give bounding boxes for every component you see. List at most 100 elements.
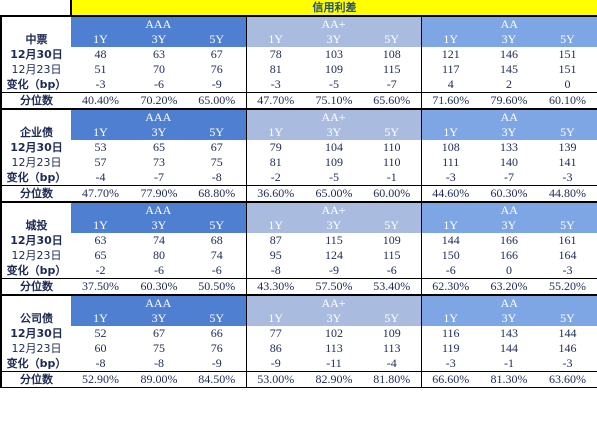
value-cell: 110 [382,155,401,169]
value-cell: -6 [420,263,480,279]
data-row-percentile: 分位数 37.50% 60.30% 50.50% 43.30% 57.50% 53.40% 6… [0,278,597,296]
section-label-spacer [0,201,71,218]
value-cell: 65 [94,248,107,262]
tenor-header: 3Y [130,125,188,140]
value-cell: 36.60% [245,185,305,203]
section-header-row: AAA AA+ AA [0,15,597,32]
tenor-header: 5Y [363,32,421,47]
data-row-percentile: 分位数 52.90% 89.00% 84.50% 53.00% 82.90% 81.80% 6… [0,371,597,388]
value-cell: 145 [500,62,518,76]
tenor-header: 1Y [245,125,305,140]
value-cell: 63.20% [480,278,538,296]
value-cell: 109 [325,62,343,76]
tenor-header: 1Y [420,311,480,326]
value-cell: 84.50% [188,371,246,388]
tenor-header: 5Y [188,218,246,233]
value-cell: 110 [382,140,401,154]
data-row-percentile: 分位数 40.40% 70.20% 65.00% 47.70% 75.10% 65.60% 7… [0,92,597,110]
row-label: 12月30日 [0,233,71,248]
value-cell: 74 [153,233,165,247]
value-cell: 53 [94,140,107,154]
tenor-header-row: 企业债 1Y 3Y 5Y 1Y 3Y 5Y 1Y 3Y 5Y [0,125,597,140]
value-cell: 44.80% [538,185,597,203]
row-label: 分位数 [0,371,71,388]
value-cell: 63.60% [538,371,597,388]
row-label: 变化（bp） [0,77,71,93]
data-row-percentile: 分位数 47.70% 77.90% 68.80% 36.60% 65.00% 60.00% 4… [0,185,597,203]
value-cell: 37.50% [71,278,130,296]
value-cell: 121 [420,47,480,62]
tenor-header: 1Y [71,311,130,326]
value-cell: 146 [538,341,597,356]
value-cell: 75.10% [305,92,363,110]
value-cell: 102 [325,326,343,340]
section-name: 企业债 [0,125,71,140]
section-label-spacer [0,15,71,32]
value-cell: 66.60% [420,371,480,388]
value-cell: 115 [325,233,343,247]
rating-group-header: AAA [71,294,246,311]
value-cell: 133 [500,140,518,154]
value-cell: -6 [154,77,164,91]
value-cell: 65.00% [188,92,246,110]
value-cell: -3 [95,77,106,91]
row-label: 分位数 [0,185,71,203]
tenor-header: 3Y [305,125,363,140]
tenor-header: 3Y [305,32,363,47]
value-cell: 66 [210,326,223,340]
value-cell: 115 [382,248,401,262]
value-cell: -5 [329,170,339,184]
row-label: 变化（bp） [0,170,71,186]
tenor-header-row: 中票 1Y 3Y 5Y 1Y 3Y 5Y 1Y 3Y 5Y [0,32,597,47]
tenor-header-row: 城投 1Y 3Y 5Y 1Y 3Y 5Y 1Y 3Y 5Y [0,218,597,233]
rating-group-header: AA+ [245,108,421,125]
value-cell: 57.50% [305,278,363,296]
value-cell: 57 [94,155,107,169]
value-cell: 116 [420,326,480,341]
value-cell: 86 [245,341,305,356]
value-cell: -3 [245,77,305,93]
value-cell: 68.80% [188,185,246,203]
row-label: 变化（bp） [0,356,71,372]
tenor-header: 3Y [305,311,363,326]
value-cell: 143 [500,326,518,340]
tenor-header-row: 公司债 1Y 3Y 5Y 1Y 3Y 5Y 1Y 3Y 5Y [0,311,597,326]
value-cell: 76 [210,62,223,76]
value-cell: 141 [538,155,597,170]
value-cell: 89.00% [130,371,188,388]
tenor-header: 5Y [188,311,246,326]
value-cell: 67 [210,140,223,154]
value-cell: 161 [538,233,597,248]
value-cell: 103 [325,47,343,61]
value-cell: 2 [506,77,512,91]
row-label: 12月30日 [0,47,71,62]
row-label: 12月23日 [0,62,71,77]
value-cell: -1 [386,170,397,184]
value-cell: 53.40% [363,278,421,296]
value-cell: 109 [382,233,401,247]
tenor-header: 1Y [71,32,130,47]
value-cell: 67 [210,47,223,61]
data-row-change: 变化（bp） -8 -8 -9 -9 -11 -4 -3 -1 -3 [0,356,597,372]
data-row-date1: 12月30日 52 67 66 77 102 109 116 143 144 [0,326,597,341]
value-cell: -3 [420,356,480,372]
value-cell: 44.60% [420,185,480,203]
value-cell: 113 [382,341,401,355]
tenor-header: 3Y [480,32,538,47]
value-cell: 0 [506,263,512,277]
value-cell: 52.90% [71,371,130,388]
value-cell: 63 [94,233,107,247]
rating-group-header: AA+ [245,201,421,218]
tenor-header: 3Y [130,218,188,233]
value-cell: 111 [420,155,480,170]
tenor-header: 3Y [305,218,363,233]
value-cell: 40.40% [71,92,130,110]
value-cell: 60 [94,341,107,355]
value-cell: 109 [382,326,401,340]
tenor-header: 1Y [420,125,480,140]
value-cell: 140 [500,155,518,169]
value-cell: -2 [245,170,305,186]
row-label: 12月23日 [0,155,71,170]
value-cell: 80 [153,248,165,262]
data-row-date1: 12月30日 48 63 67 78 103 108 121 146 151 [0,47,597,62]
